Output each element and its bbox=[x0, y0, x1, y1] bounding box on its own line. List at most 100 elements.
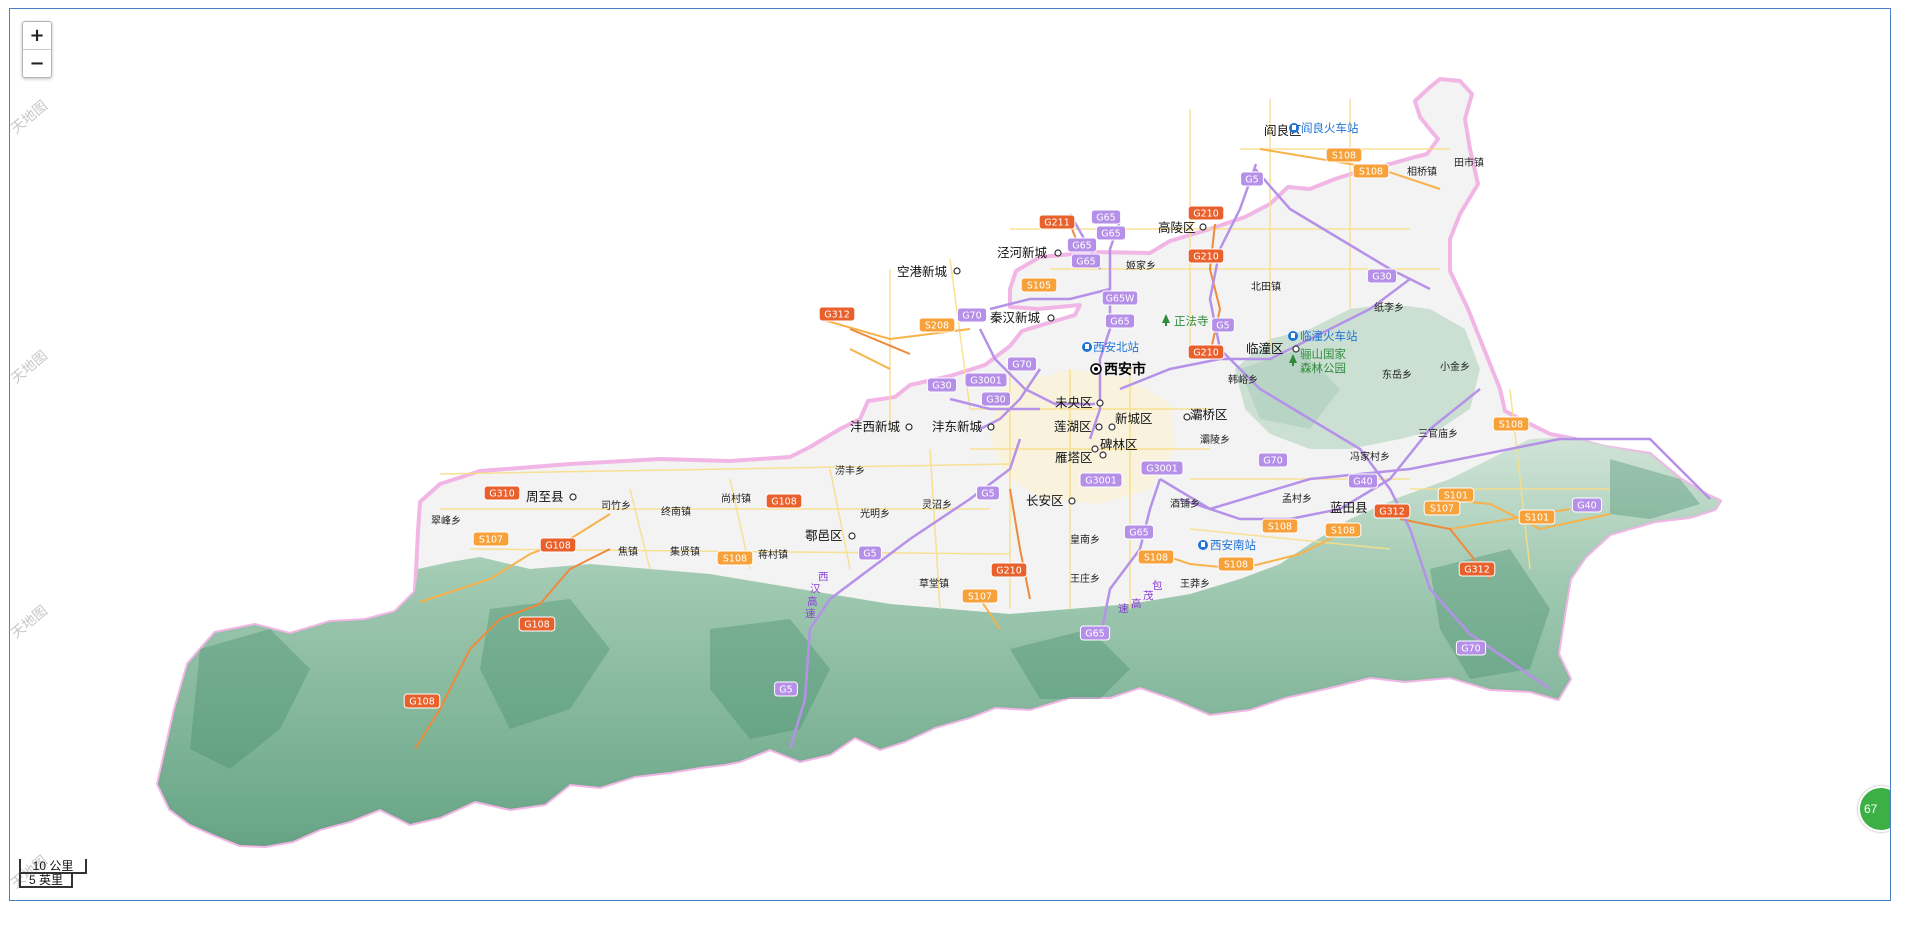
route-shield-g3001: G3001 bbox=[964, 372, 1008, 388]
route-shield-label: G3001 bbox=[1085, 476, 1117, 487]
map-view[interactable]: 天地图 天地图 天地图 天地图 bbox=[9, 8, 1891, 901]
svg-text:西安南站: 西安南站 bbox=[1210, 538, 1256, 552]
scale-km-label: 10 公里 bbox=[19, 859, 87, 874]
route-shield-g65w: G65W bbox=[1101, 290, 1139, 306]
svg-text:高: 高 bbox=[807, 595, 818, 608]
route-shield-label: S108 bbox=[1359, 167, 1383, 178]
label-huyi: 鄠邑区 bbox=[805, 528, 843, 543]
route-shield-g210: G210 bbox=[1187, 248, 1225, 264]
zoom-out-button[interactable]: − bbox=[23, 49, 51, 77]
svg-text:焦镇: 焦镇 bbox=[618, 545, 638, 558]
svg-text:王庄乡: 王庄乡 bbox=[1070, 572, 1100, 585]
route-shield-g30: G30 bbox=[980, 391, 1012, 407]
route-shield-g65: G65 bbox=[1070, 253, 1102, 269]
park-pois: 正法寺 骊山国家 森林公园 bbox=[1174, 314, 1346, 375]
route-shield-label: G312 bbox=[1464, 565, 1490, 576]
route-shield-label: G40 bbox=[1353, 477, 1372, 488]
route-shield-label: G70 bbox=[1263, 456, 1282, 467]
route-shield-g210: G210 bbox=[990, 562, 1028, 578]
route-shield-label: G310 bbox=[489, 489, 515, 500]
route-shield-label: G65 bbox=[1072, 241, 1091, 252]
route-shield-g5: G5 bbox=[976, 485, 1000, 501]
station-pois: 阎良火车站 临潼火车站 西安北站 西安南站 bbox=[1093, 121, 1359, 552]
label-beilin: 碑林区 bbox=[1100, 437, 1138, 452]
svg-text:速: 速 bbox=[805, 608, 816, 620]
route-shield-g70: G70 bbox=[1257, 452, 1289, 468]
route-shield-g312: G312 bbox=[818, 306, 856, 322]
label-zhouzhi: 周至县 bbox=[526, 489, 564, 504]
route-shield-s108: S108 bbox=[1217, 556, 1255, 572]
svg-text:相桥镇: 相桥镇 bbox=[1407, 165, 1437, 178]
route-shield-label: G65 bbox=[1096, 213, 1115, 224]
scale-mi-label: 5 英里 bbox=[19, 873, 73, 888]
label-capital: 西安市 bbox=[1104, 361, 1146, 378]
svg-text:韩峪乡: 韩峪乡 bbox=[1228, 373, 1258, 386]
route-shield-g3001: G3001 bbox=[1079, 472, 1123, 488]
scale-bar: 10 公里 5 英里 bbox=[19, 859, 87, 888]
route-shield-label: G5 bbox=[863, 549, 876, 560]
svg-text:小金乡: 小金乡 bbox=[1440, 360, 1470, 373]
route-shield-g65: G65 bbox=[1079, 625, 1111, 641]
svg-text:纸李乡: 纸李乡 bbox=[1374, 301, 1404, 314]
route-shield-label: S108 bbox=[1499, 420, 1523, 431]
route-shield-label: S108 bbox=[1224, 560, 1248, 571]
svg-text:涝丰乡: 涝丰乡 bbox=[835, 464, 865, 477]
route-shield-label: G30 bbox=[932, 381, 951, 392]
svg-text:姬家乡: 姬家乡 bbox=[1126, 259, 1156, 272]
route-shield-g312: G312 bbox=[1373, 503, 1411, 519]
svg-text:包: 包 bbox=[1152, 579, 1163, 592]
label-changan: 长安区 bbox=[1026, 493, 1064, 508]
route-shield-s101: S101 bbox=[1518, 509, 1556, 525]
svg-text:蒋村镇: 蒋村镇 bbox=[758, 548, 788, 561]
route-shield-label: G108 bbox=[545, 541, 571, 552]
route-shield-label: G30 bbox=[986, 395, 1005, 406]
svg-text:皇南乡: 皇南乡 bbox=[1070, 533, 1100, 546]
capital-marker bbox=[1090, 363, 1102, 375]
lishan-relief bbox=[1235, 304, 1480, 449]
watermarks: 天地图 天地图 天地图 天地图 bbox=[10, 98, 51, 892]
route-shield-label: G108 bbox=[771, 497, 797, 508]
route-shield-label: G70 bbox=[1012, 360, 1031, 371]
route-shield-label: G210 bbox=[1193, 209, 1219, 220]
route-shield-label: S108 bbox=[1144, 553, 1168, 564]
route-shield-s108: S108 bbox=[1324, 522, 1362, 538]
route-shield-s105: S105 bbox=[1020, 277, 1058, 293]
zoom-in-button[interactable]: + bbox=[29, 25, 45, 46]
route-shield-label: G3001 bbox=[970, 376, 1002, 387]
route-shield-g210: G210 bbox=[1187, 344, 1225, 360]
route-shield-s101: S101 bbox=[1437, 487, 1475, 503]
zoom-control: + − bbox=[22, 21, 52, 78]
route-shield-s108: S108 bbox=[1325, 147, 1363, 163]
route-shield-label: G65W bbox=[1106, 294, 1135, 305]
svg-text:西: 西 bbox=[818, 571, 829, 583]
route-shield-s107: S107 bbox=[472, 531, 510, 547]
route-shield-g211: G211 bbox=[1038, 214, 1076, 230]
route-shield-s108: S108 bbox=[716, 550, 754, 566]
side-badge[interactable]: 67 bbox=[1858, 786, 1890, 832]
svg-text:正法寺: 正法寺 bbox=[1174, 314, 1209, 328]
map-canvas[interactable]: 天地图 天地图 天地图 天地图 bbox=[10, 9, 1891, 901]
label-yanta: 雁塔区 bbox=[1055, 450, 1093, 465]
label-lianhu: 莲湖区 bbox=[1054, 419, 1092, 434]
svg-text:田市镇: 田市镇 bbox=[1454, 156, 1484, 169]
label-xincheng: 新城区 bbox=[1115, 411, 1153, 426]
label-fengdong: 沣东新城 bbox=[932, 419, 983, 434]
route-shield-g65: G65 bbox=[1066, 237, 1098, 253]
route-shield-g108: G108 bbox=[765, 493, 803, 509]
route-shield-label: S108 bbox=[1268, 522, 1292, 533]
route-shield-label: G211 bbox=[1044, 218, 1070, 229]
route-shield-label: S108 bbox=[1331, 526, 1355, 537]
route-shield-s107: S107 bbox=[961, 588, 999, 604]
route-shield-label: S107 bbox=[479, 535, 503, 546]
svg-text:孟村乡: 孟村乡 bbox=[1282, 492, 1312, 505]
label-weiyang: 未央区 bbox=[1055, 395, 1093, 410]
svg-text:尚村镇: 尚村镇 bbox=[721, 492, 751, 505]
svg-text:草堂镇: 草堂镇 bbox=[919, 577, 949, 590]
route-shield-g70: G70 bbox=[956, 307, 988, 323]
route-shield-g65: G65 bbox=[1104, 313, 1136, 329]
route-shield-label: G70 bbox=[962, 311, 981, 322]
route-shield-s107: S107 bbox=[1423, 500, 1461, 516]
route-shield-label: S101 bbox=[1444, 491, 1468, 502]
route-shield-label: G65 bbox=[1085, 629, 1104, 640]
route-shield-s108: S108 bbox=[1137, 549, 1175, 565]
